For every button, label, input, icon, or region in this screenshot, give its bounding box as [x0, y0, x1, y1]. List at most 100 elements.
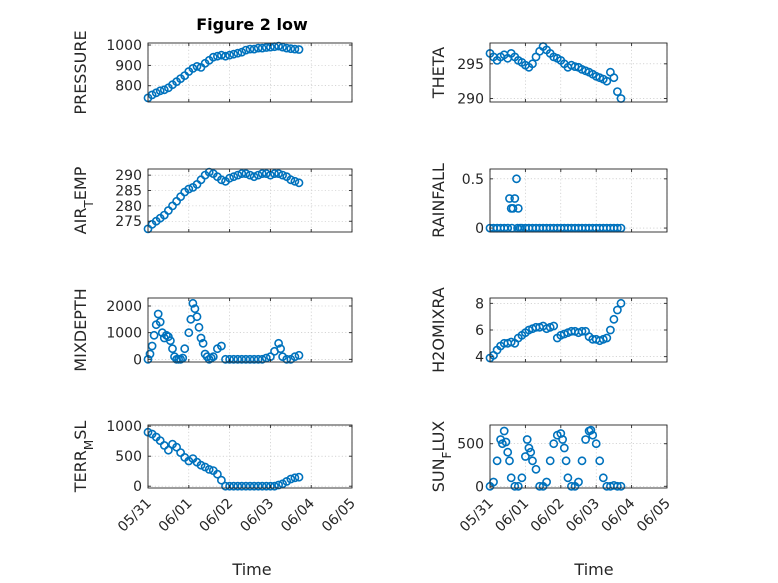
panel-8-data-point: [586, 425, 596, 435]
panel-1-data-point: [253, 43, 263, 53]
panel-7-data-point: [241, 481, 251, 491]
panel-4-data-point: [505, 194, 514, 203]
panel-7-data-point: [196, 460, 206, 470]
panel-7-data-point: [225, 481, 234, 491]
panel-5-data-point: [233, 354, 243, 364]
panel-3-data-point: [294, 178, 304, 188]
panel-7-ylabel: TERRMSL: [71, 421, 96, 494]
panel-7-data-point: [159, 440, 169, 450]
panel-8-data-point: [574, 477, 583, 487]
panel-8-data-point: [559, 443, 569, 453]
panel-5-data-point: [153, 309, 163, 319]
panel-7-data-point: [245, 481, 255, 491]
panel-4-data-point: [510, 194, 520, 203]
panel-2-ytick-label: 290: [457, 92, 484, 108]
panel-5-data-point: [155, 317, 165, 327]
panel-2-ytick-label: 295: [457, 57, 484, 73]
panel-3-data-point: [184, 184, 194, 194]
panel-8-xtick-label: 06/03: [563, 496, 603, 536]
panel-1-data-point: [282, 43, 292, 53]
panel-1-data-point: [290, 44, 300, 54]
panel-2-ylabel: THETA: [429, 47, 448, 99]
panel-6-ytick-label: 4: [475, 350, 484, 366]
panel-8-ylabel: SUNFLUX: [429, 421, 454, 493]
panel-3-data-point: [229, 172, 239, 182]
panel-4-ylabel: RAINFALL: [429, 163, 448, 238]
panel-7-data-point: [270, 481, 279, 491]
panel-3-data-point: [249, 172, 259, 182]
panel-3-data-point: [204, 167, 214, 177]
panel-1-data-point: [159, 85, 169, 95]
panel-7-ytick-label: 500: [115, 449, 142, 465]
panel-7-ytick-label: 0: [133, 479, 142, 495]
panel-1-data-point: [188, 64, 198, 73]
panel-1-data-point: [221, 51, 230, 61]
panel-7-data-point: [176, 448, 185, 457]
panel-8-data-point: [535, 481, 544, 491]
panel-7-data-point: [261, 481, 271, 491]
panel-8-data-point: [591, 439, 601, 449]
panel-7-xtick-label: 06/01: [156, 496, 196, 536]
panel-1-ytick-label: 800: [115, 79, 142, 95]
panel-8-xtick-label: 05/31: [457, 496, 497, 536]
panel-3-data-point: [278, 170, 287, 180]
panel-4-data-point: [512, 174, 521, 184]
panel-8-data-point: [503, 447, 513, 457]
panel-3-axes-box: [147, 168, 353, 233]
panel-7-xtick-label: 05/31: [115, 496, 155, 536]
panel-5-data-point: [294, 350, 304, 360]
panel-5-data-point: [276, 344, 285, 354]
panel-5-data-point: [147, 341, 157, 351]
panel-2-data-point: [613, 87, 622, 96]
panel-5-data-point: [221, 354, 230, 364]
x-axis-label-left: Time: [231, 560, 271, 579]
panel-1-ytick-label: 900: [115, 58, 142, 74]
panel-8-data-point: [545, 456, 555, 466]
panel-8-data-point: [567, 481, 576, 491]
panel-7-data-point: [294, 472, 304, 482]
panel-3-data-point: [233, 170, 243, 180]
panel-5-data-point: [149, 330, 159, 340]
panel-5-data-point: [245, 354, 255, 364]
panel-8-data-point: [577, 456, 587, 466]
panel-8-data-point: [510, 481, 520, 491]
panel-5-data-point: [225, 354, 234, 364]
panel-1-data-point: [278, 42, 287, 52]
panel-8-xtick-label: 06/01: [492, 496, 532, 536]
panel-6-data-point: [549, 321, 559, 331]
panel-8-xtick-label: 06/04: [599, 495, 639, 535]
panel-8-data-point: [613, 481, 622, 491]
panel-3-data-point: [241, 169, 251, 178]
panel-2-data-point: [570, 62, 580, 71]
panel-5-data-point: [274, 338, 283, 348]
panel-5-data-point: [165, 336, 175, 346]
panel-8-data-point: [506, 473, 516, 483]
panel-7-data-point: [290, 473, 300, 483]
x-axis-label-right: Time: [573, 560, 613, 579]
panel-5-ytick-label: 0: [133, 352, 142, 368]
panel-8-data-point: [524, 443, 534, 453]
panel-7-data-point: [274, 480, 283, 490]
panel-4-data-point: [508, 203, 518, 213]
panel-1-ytick-label: 1000: [106, 38, 142, 54]
panel-8-xtick-label: 06/05: [634, 496, 674, 536]
panel-6-data-point: [602, 333, 612, 343]
panel-4-data-point: [513, 203, 523, 213]
panel-5-data-point: [184, 328, 194, 338]
panel-7-data-point: [229, 481, 239, 491]
panel-7-data-point: [233, 481, 243, 491]
panel-6-data-point: [606, 325, 615, 335]
panel-1-data-point: [261, 43, 271, 52]
panel-8-data-point: [563, 473, 573, 483]
panel-8-data-point: [528, 456, 537, 466]
panel-7-data-point: [249, 481, 259, 491]
panel-6-ylabel: H2OMIXRA: [429, 287, 448, 373]
panel-8-data-point: [542, 477, 551, 487]
panel-5-data-point: [282, 354, 292, 364]
panel-8-data-point: [581, 435, 590, 444]
panel-3-data-point: [237, 169, 247, 178]
panel-8-xtick-label: 06/02: [528, 496, 568, 536]
panel-5-data-point: [290, 352, 300, 362]
panel-2-data-point: [609, 73, 619, 83]
panel-1-data-point: [233, 48, 243, 58]
